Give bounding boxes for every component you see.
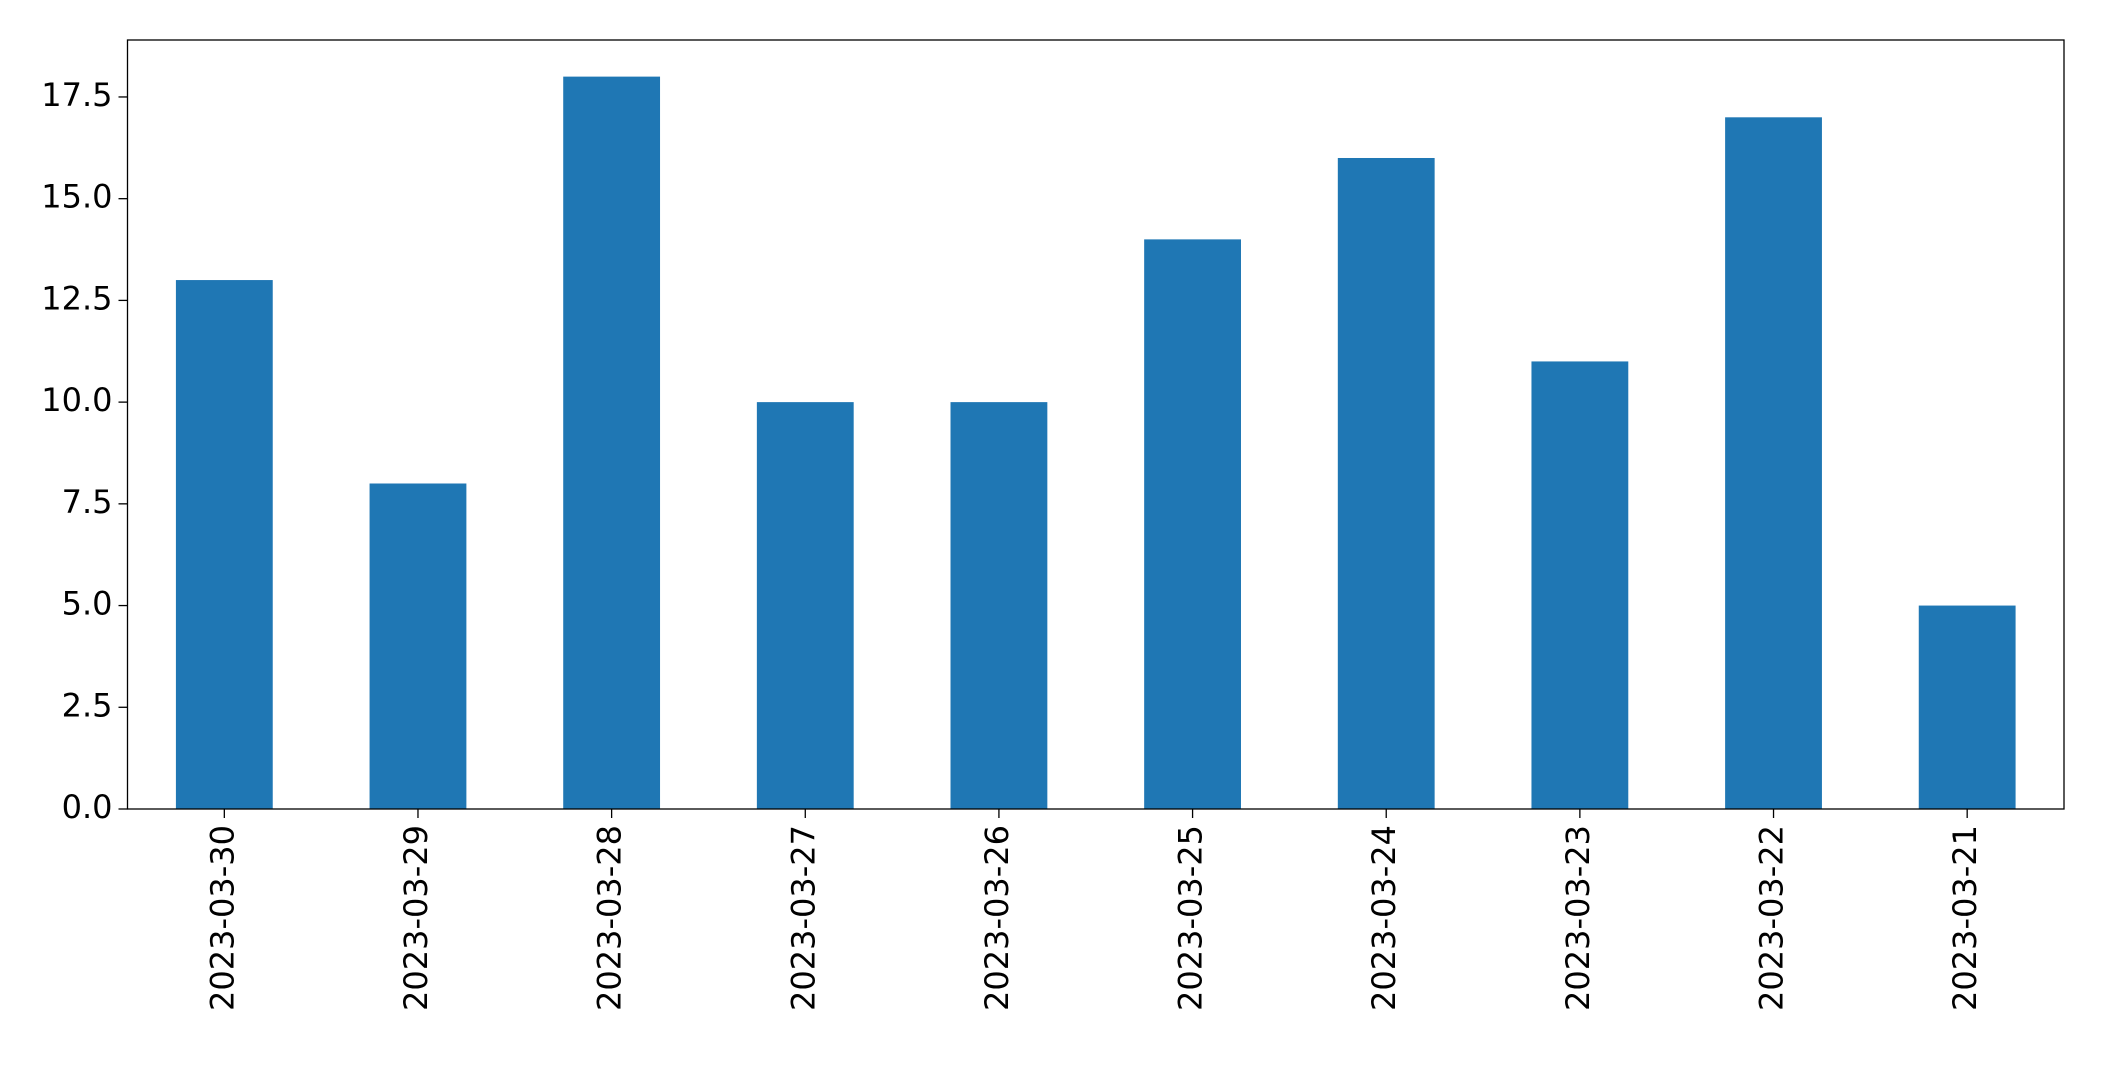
y-tick-label: 15.0 — [41, 178, 112, 216]
bar — [1725, 117, 1822, 809]
bar — [1337, 157, 1435, 810]
bar — [1144, 239, 1241, 810]
x-tick-label: 2023-03-21 — [1946, 825, 1984, 1011]
y-tick-label: 12.5 — [41, 279, 112, 317]
x-tick-label: 2023-03-28 — [591, 825, 629, 1011]
x-tick-label: 2023-03-27 — [784, 825, 822, 1011]
y-tick-label: 10.0 — [41, 381, 112, 419]
x-tick-label: 2023-03-25 — [1172, 825, 1210, 1011]
x-tick-label: 2023-03-23 — [1559, 825, 1597, 1011]
x-tick-label: 2023-03-30 — [203, 825, 241, 1011]
y-tick-label: 5.0 — [62, 585, 113, 623]
bar — [1918, 605, 2016, 809]
y-tick-label: 0.0 — [62, 788, 113, 826]
bar — [1531, 361, 1629, 809]
bar — [950, 402, 1048, 809]
x-tick-label: 2023-03-26 — [978, 825, 1016, 1011]
x-tick-label: 2023-03-22 — [1753, 825, 1791, 1011]
y-tick-label: 7.5 — [62, 483, 113, 521]
plot-frame — [126, 39, 2065, 810]
y-tick-label: 2.5 — [62, 686, 113, 724]
x-tick-label: 2023-03-29 — [397, 825, 435, 1011]
bar — [563, 76, 661, 810]
x-tick-label: 2023-03-24 — [1365, 825, 1403, 1011]
bar — [175, 280, 273, 809]
bar — [369, 483, 467, 809]
y-tick-label: 17.5 — [41, 76, 112, 114]
bar — [756, 402, 854, 809]
